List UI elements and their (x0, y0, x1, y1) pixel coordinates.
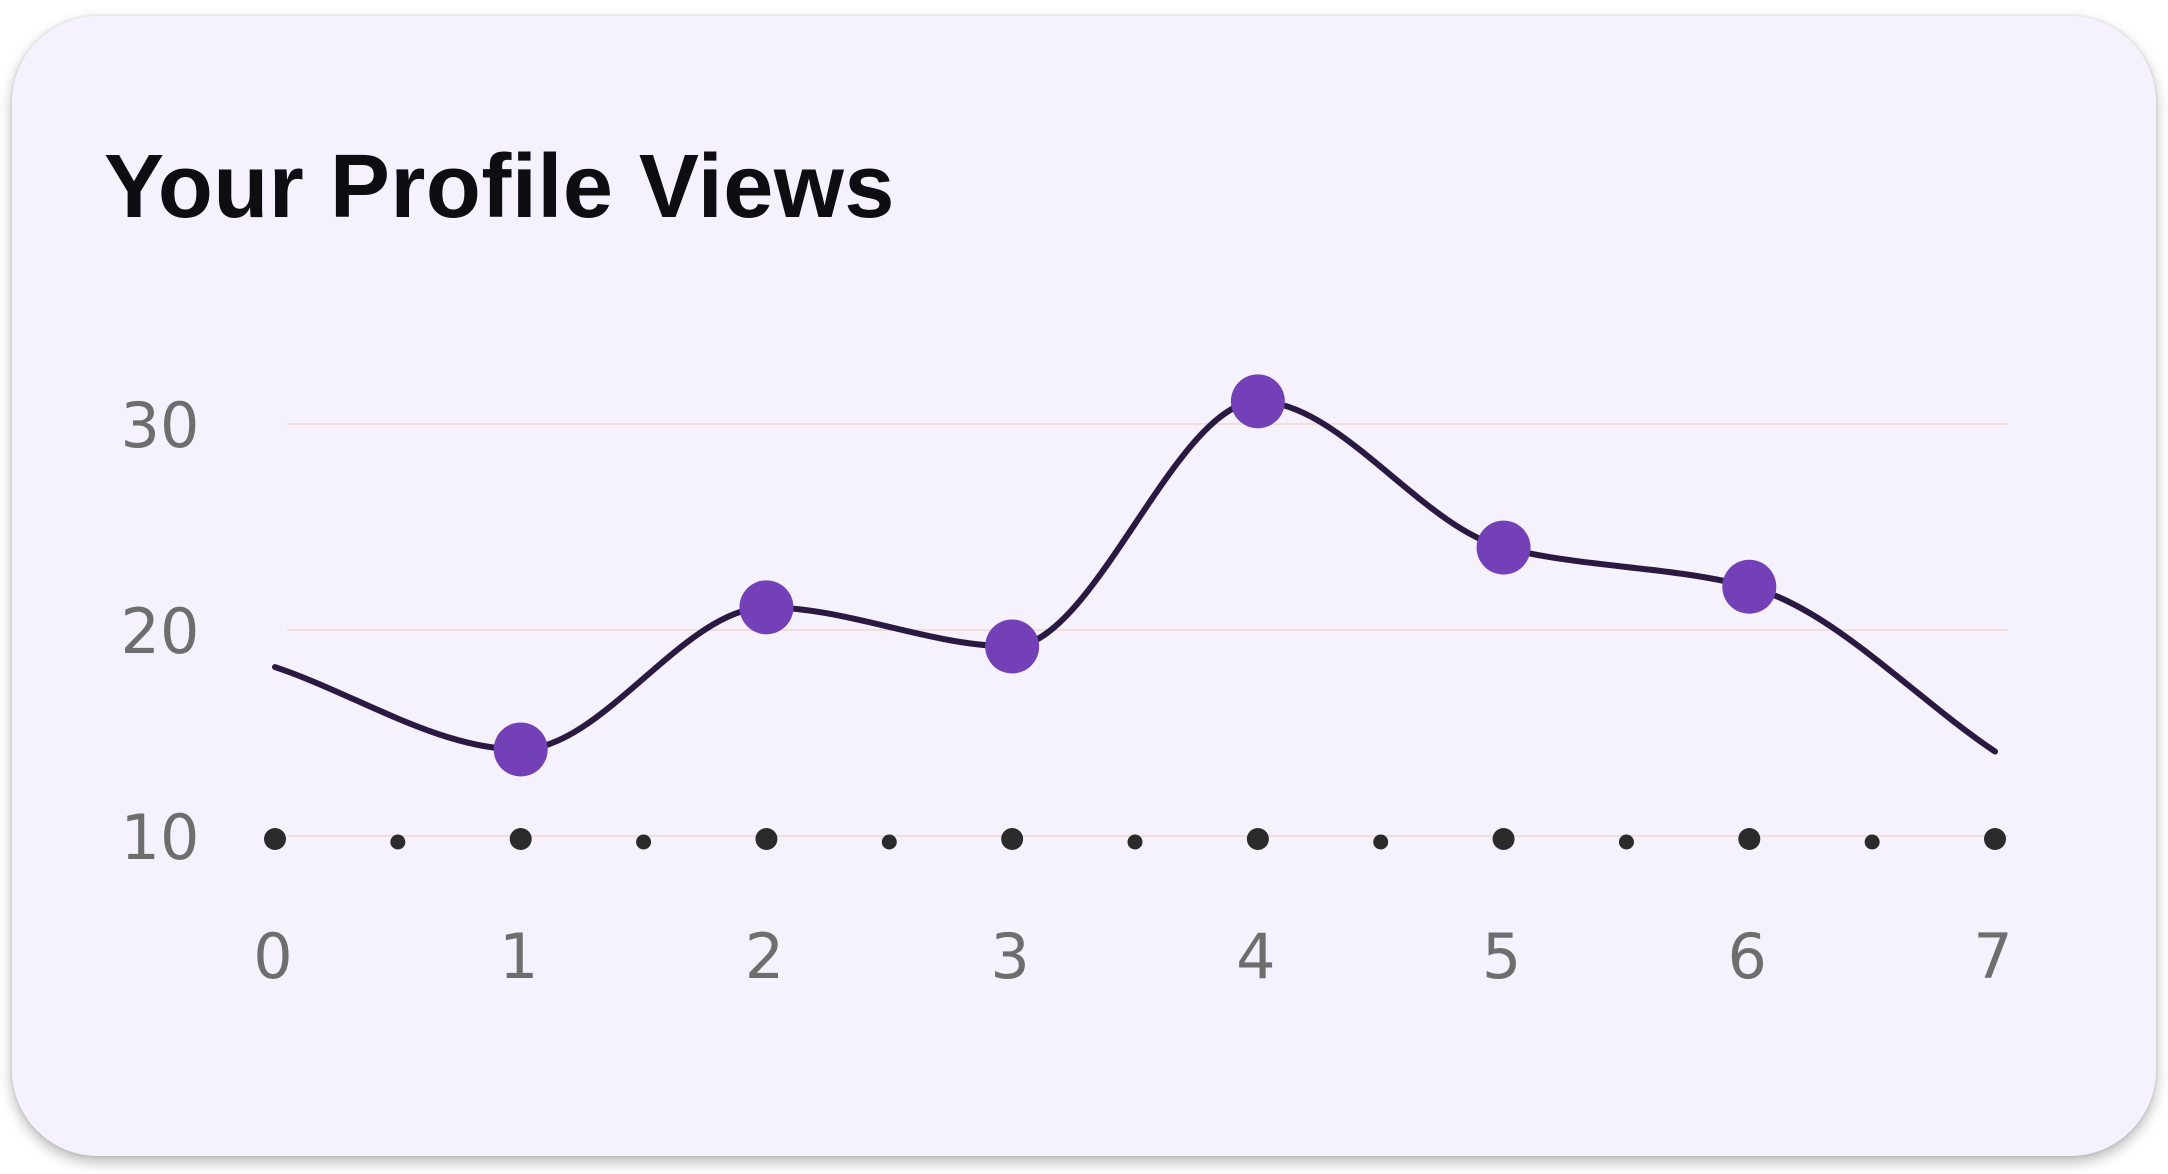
y-tick-label-10: 10 (121, 801, 200, 874)
x-axis-dot-major (1492, 828, 1515, 850)
y-tick-label-30: 30 (121, 389, 200, 462)
profile-views-chart: 10 20 30 0 1 2 3 4 5 6 7 (12, 16, 2156, 1156)
x-tick-label-4: 4 (1236, 920, 1275, 993)
x-axis-dot-minor (636, 834, 652, 850)
x-tick-label-1: 1 (499, 920, 538, 993)
x-axis-dot-major (509, 828, 532, 850)
series-line (272, 398, 1998, 755)
x-axis-dot-minor (1127, 834, 1143, 850)
x-axis-dot-minor (881, 834, 897, 850)
x-axis-tick-labels: 0 1 2 3 4 5 6 7 (253, 920, 2012, 993)
x-tick-label-0: 0 (253, 920, 292, 993)
x-tick-label-2: 2 (745, 920, 784, 993)
x-axis-dot-minor (1373, 834, 1389, 850)
data-point-marker-2 (739, 580, 794, 635)
x-tick-label-3: 3 (990, 920, 1029, 993)
data-point-marker-4 (1230, 374, 1285, 429)
x-axis-dots (264, 828, 2006, 850)
series-line-group (272, 398, 1998, 755)
series-markers (493, 374, 1777, 777)
chart-title: Your Profile Views (104, 137, 895, 237)
data-point-marker-1 (493, 722, 548, 777)
x-axis-dot-major (1738, 828, 1761, 850)
x-tick-label-7: 7 (1973, 920, 2012, 993)
x-axis-dot-major (264, 828, 286, 850)
profile-views-card: 10 20 30 0 1 2 3 4 5 6 7 Your Profile Views (12, 16, 2156, 1156)
x-axis-dot-minor (390, 834, 406, 850)
y-axis-tick-labels: 10 20 30 (121, 389, 200, 874)
x-axis-dot-minor (1864, 834, 1880, 850)
x-tick-label-6: 6 (1728, 920, 1767, 993)
data-point-marker-6 (1722, 559, 1777, 614)
y-tick-label-20: 20 (121, 595, 200, 668)
x-axis-dot-major (1001, 828, 1024, 850)
data-point-marker-3 (985, 619, 1040, 674)
x-axis-dot-minor (1618, 834, 1634, 850)
data-point-marker-5 (1476, 520, 1531, 575)
gridlines (287, 423, 2008, 837)
x-axis-dot-major (1246, 828, 1269, 850)
card-background (12, 16, 2156, 1156)
x-axis-dot-major (755, 828, 778, 850)
x-axis-dot-major (1984, 828, 2006, 850)
x-tick-label-5: 5 (1482, 920, 1521, 993)
